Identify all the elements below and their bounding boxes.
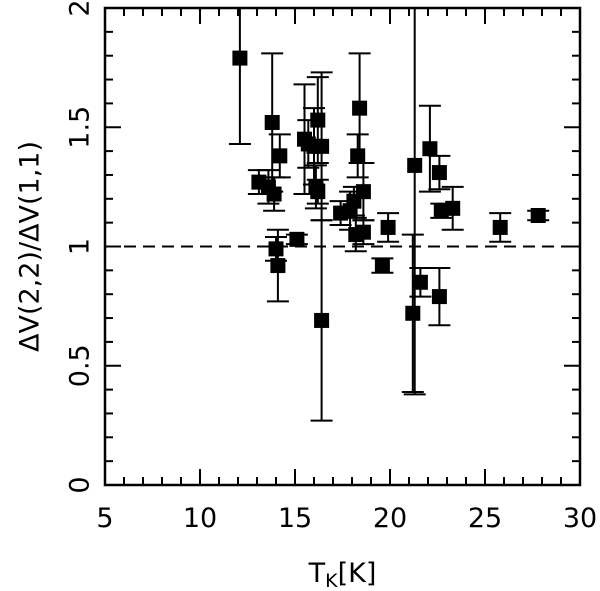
data-point [285,231,308,247]
square-marker [405,305,421,321]
data-point [428,154,451,191]
x-tick-label: 20 [373,503,407,534]
data-point [418,104,441,193]
square-marker [412,274,428,290]
y-tick-label: 1 [65,238,96,255]
x-axis-label-unit: [K] [338,558,377,589]
square-marker [310,112,326,128]
square-marker [266,186,282,202]
data-point [310,219,333,422]
data-point [371,257,394,274]
x-axis-label: TK[K] [308,558,377,591]
data-point [352,219,375,246]
square-marker [445,200,461,216]
x-tick-label: 10 [183,503,217,534]
square-marker [355,184,371,200]
square-marker [314,138,330,154]
square-marker [380,219,396,235]
data-point [377,212,400,243]
data-point [268,133,291,179]
square-marker [310,184,326,200]
x-axis-label-subscript: K [325,570,338,591]
square-marker [530,207,546,223]
data-point [266,228,289,303]
square-marker [232,50,248,66]
x-tick-label: 15 [278,503,312,534]
square-marker [433,203,449,219]
square-marker [374,258,390,274]
y-axis-label: ΔV(2,2)/ΔV(1,1) [15,141,46,352]
data-point [403,8,426,396]
square-marker [431,289,447,305]
square-marker [407,157,423,173]
data-point [409,266,432,298]
data-point [346,133,369,179]
square-marker [352,100,368,116]
data-point [428,266,451,327]
square-marker [422,141,438,157]
x-tick-label: 30 [563,503,597,534]
square-marker [350,148,366,164]
square-marker [431,165,447,181]
y-tick-label: 1.5 [65,106,96,149]
y-tick-label: 0 [65,476,96,493]
x-axis-label-symbol: T [308,558,326,589]
square-marker [289,231,305,247]
data-point [228,8,251,145]
square-marker [270,258,286,274]
square-marker [492,219,508,235]
data-point [265,235,287,262]
data-point [348,52,371,165]
x-tick-label: 25 [468,503,502,534]
y-tick-label: 0.5 [65,344,96,387]
data-point [527,207,550,223]
square-marker [264,114,280,130]
y-tick-label: 2 [65,0,96,17]
square-marker [314,312,330,328]
data-point [441,185,464,231]
data-point [401,233,424,393]
square-marker [355,224,371,240]
data-point [261,52,284,193]
square-marker [272,148,288,164]
x-tick-label: 5 [96,503,113,534]
square-marker [268,241,284,257]
data-point [489,212,512,243]
